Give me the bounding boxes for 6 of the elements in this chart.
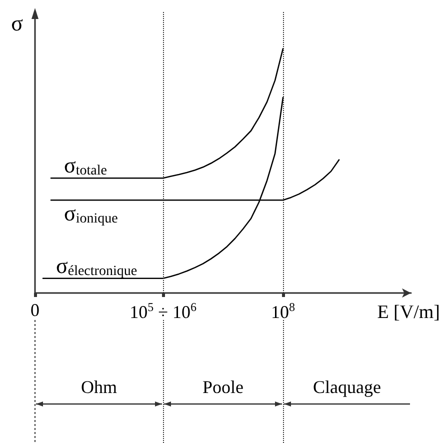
x-axis-title: E [V/m] xyxy=(377,302,440,323)
y-axis-title: σ xyxy=(11,10,24,36)
text: Poole xyxy=(202,377,244,397)
text: Ohm xyxy=(81,377,117,397)
x-tick-label: 0 xyxy=(30,300,40,320)
text: Claquage xyxy=(313,377,381,397)
